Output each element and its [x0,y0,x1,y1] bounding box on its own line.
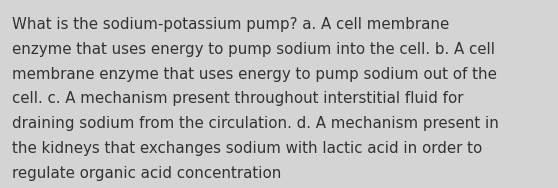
Text: draining sodium from the circulation. d. A mechanism present in: draining sodium from the circulation. d.… [12,116,499,131]
Text: cell. c. A mechanism present throughout interstitial fluid for: cell. c. A mechanism present throughout … [12,91,464,106]
Text: What is the sodium-potassium pump? a. A cell membrane: What is the sodium-potassium pump? a. A … [12,17,450,32]
Text: the kidneys that exchanges sodium with lactic acid in order to: the kidneys that exchanges sodium with l… [12,141,483,156]
Text: membrane enzyme that uses energy to pump sodium out of the: membrane enzyme that uses energy to pump… [12,67,497,82]
Text: enzyme that uses energy to pump sodium into the cell. b. A cell: enzyme that uses energy to pump sodium i… [12,42,496,57]
Text: regulate organic acid concentration: regulate organic acid concentration [12,166,282,181]
